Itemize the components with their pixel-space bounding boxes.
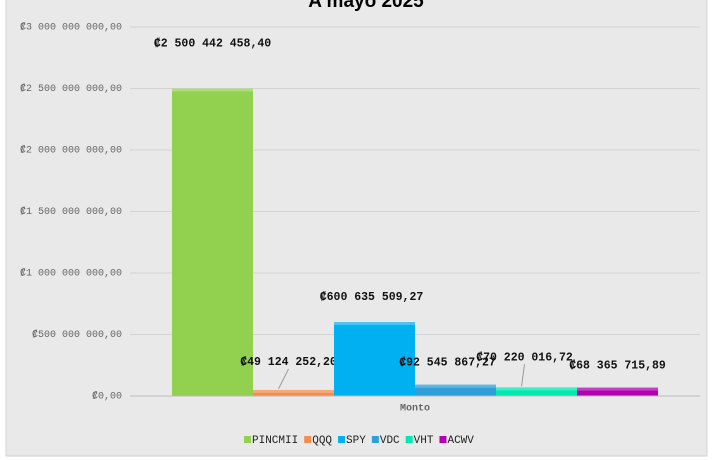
data-label: ₡49 124 252,20 — [240, 356, 337, 369]
y-tick-label: ₡2 000 000 000,00 — [20, 145, 122, 157]
bar-top — [172, 88, 253, 92]
legend-label: ACWV — [447, 435, 474, 447]
bar — [253, 389, 334, 396]
bar-top — [577, 387, 658, 391]
bar — [577, 387, 658, 396]
legend-marker — [304, 436, 312, 443]
bar — [172, 88, 253, 396]
y-tick-label: ₡0,00 — [92, 391, 122, 403]
chart-title: A mayo 2025 — [308, 0, 424, 12]
bar — [496, 387, 577, 396]
bar-top — [496, 387, 577, 391]
data-label: ₡68 365 715,89 — [569, 360, 666, 373]
legend-label: SPY — [346, 435, 366, 447]
bar — [334, 322, 415, 396]
legend-marker — [439, 436, 447, 443]
legend-marker — [371, 436, 379, 443]
data-label: ₡600 635 509,27 — [320, 291, 424, 304]
legend-label: VDC — [380, 435, 400, 447]
legend-label: PINCMII — [252, 435, 298, 447]
y-tick-label: ₡3 000 000 000,00 — [20, 22, 122, 34]
legend-label: VHT — [414, 435, 434, 447]
y-tick-label: ₡1 000 000 000,00 — [20, 268, 122, 280]
bar-top — [415, 384, 496, 388]
data-label: ₡2 500 442 458,40 — [154, 37, 271, 50]
data-label: ₡92 545 867,27 — [399, 357, 496, 370]
leader-line — [278, 368, 289, 390]
bar-top — [253, 389, 334, 393]
legend-marker — [405, 436, 413, 443]
bar — [415, 384, 496, 396]
legend-label: QQQ — [312, 435, 332, 447]
data-label: ₡70 220 016,72 — [476, 351, 573, 364]
legend-marker — [244, 436, 251, 443]
y-tick-label: ₡1 500 000 000,00 — [20, 206, 122, 218]
x-tick-label: Monto — [400, 404, 430, 415]
y-tick-label: ₡2 500 000 000,00 — [20, 83, 122, 95]
legend-marker — [338, 436, 346, 443]
y-tick-label: ₡500 000 000,00 — [32, 329, 122, 341]
bar-top — [334, 322, 415, 326]
leader-line — [521, 364, 525, 387]
